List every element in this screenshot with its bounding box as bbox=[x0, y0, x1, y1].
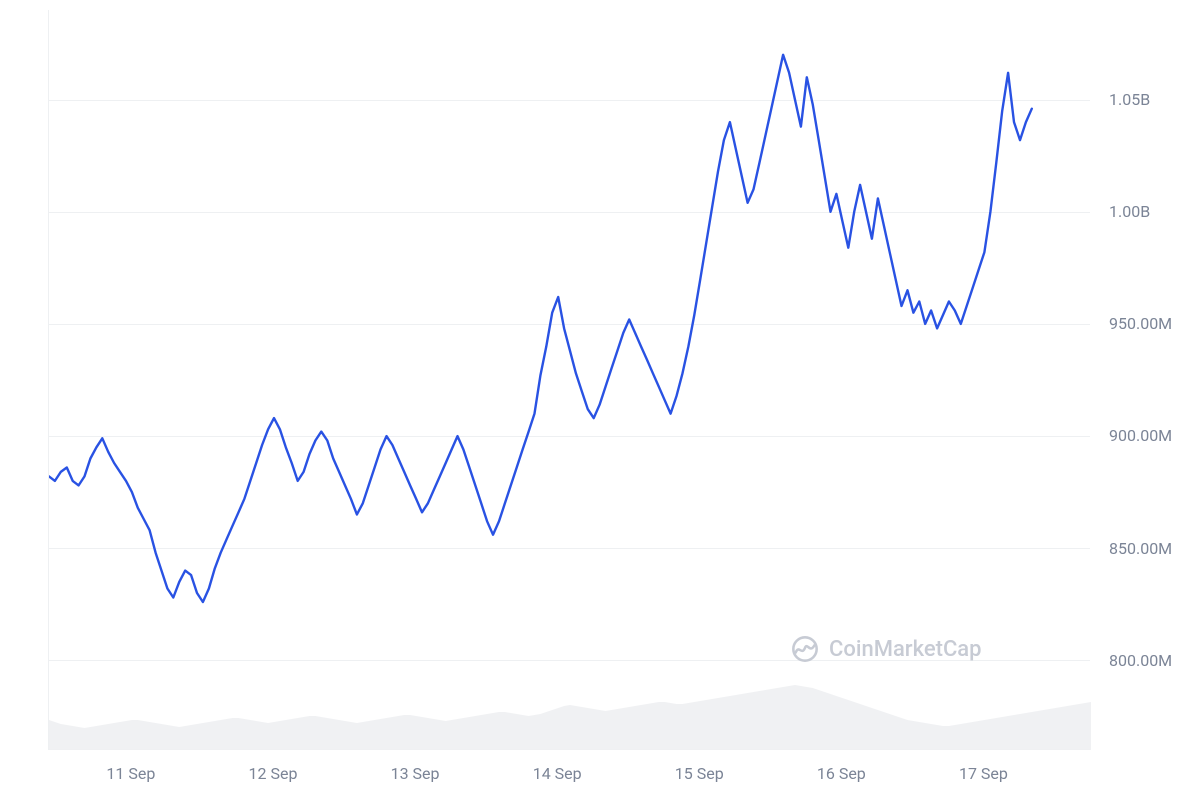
chart-container: 800.00M850.00M900.00M950.00M1.00B1.05BCo… bbox=[0, 0, 1200, 800]
x-axis-label: 11 Sep bbox=[106, 764, 155, 783]
y-axis-label: 800.00M bbox=[1109, 651, 1172, 670]
x-axis-label: 15 Sep bbox=[675, 764, 724, 783]
price-line bbox=[49, 10, 1091, 750]
y-axis-label: 1.00B bbox=[1109, 202, 1150, 221]
x-axis-label: 17 Sep bbox=[959, 764, 1008, 783]
x-axis-label: 16 Sep bbox=[817, 764, 866, 783]
x-axis-label: 14 Sep bbox=[533, 764, 582, 783]
y-axis-label: 850.00M bbox=[1109, 539, 1172, 558]
y-axis-label: 950.00M bbox=[1109, 314, 1172, 333]
x-axis-label: 12 Sep bbox=[249, 764, 298, 783]
x-axis-label: 13 Sep bbox=[391, 764, 440, 783]
y-axis-label: 1.05B bbox=[1109, 90, 1150, 109]
plot-area[interactable]: 800.00M850.00M900.00M950.00M1.00B1.05BCo… bbox=[48, 10, 1090, 750]
y-axis-label: 900.00M bbox=[1109, 426, 1172, 445]
